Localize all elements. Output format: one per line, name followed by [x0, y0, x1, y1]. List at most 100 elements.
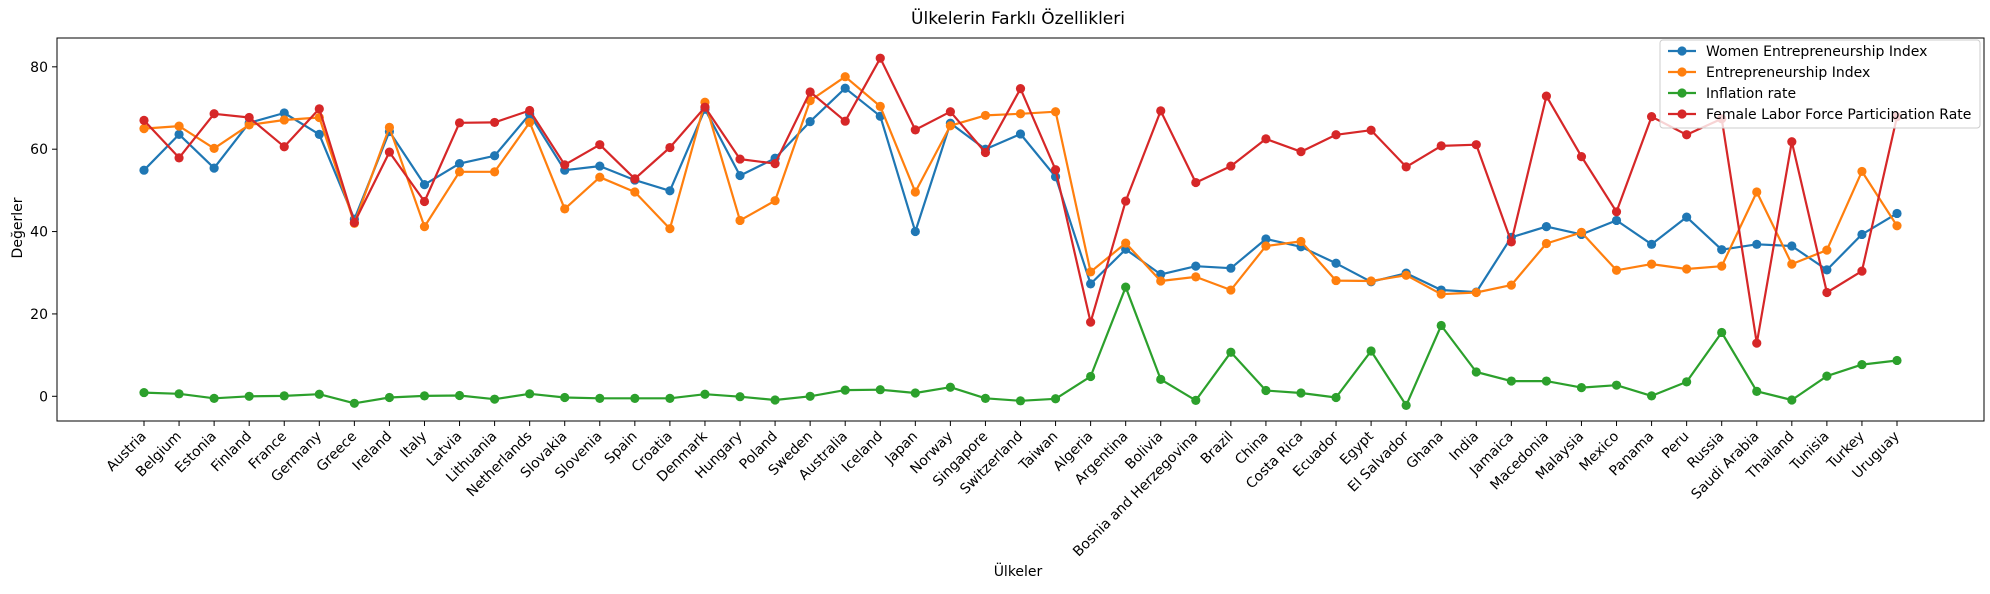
data-point: [1857, 359, 1867, 370]
data-point: [945, 121, 955, 131]
y-tick-label: 0: [39, 389, 48, 405]
data-point: [770, 196, 780, 206]
data-point: [1401, 270, 1411, 280]
data-point: [174, 121, 184, 131]
legend: Women Entrepreneurship Index Entrepreneur…: [1659, 39, 1981, 129]
data-point: [735, 154, 745, 164]
data-point: [174, 389, 184, 399]
data-point: [1752, 386, 1762, 396]
data-point: [1050, 165, 1061, 175]
data-point: [1086, 279, 1096, 289]
legend-label: Women Entrepreneurship Index: [1706, 44, 1927, 60]
data-point: [700, 389, 710, 399]
data-point: [980, 393, 991, 403]
data-point: [279, 108, 289, 118]
data-point: [1401, 400, 1411, 410]
data-point: [1576, 227, 1587, 237]
data-point: [805, 117, 815, 127]
data-point: [1541, 376, 1551, 386]
data-point: [1541, 222, 1551, 232]
data-point: [630, 393, 640, 403]
legend-entry-2: Entrepreneurship Index: [1668, 65, 1870, 81]
data-point: [1086, 371, 1096, 382]
data-point: [490, 394, 500, 404]
data-point: [279, 115, 289, 125]
data-point: [910, 388, 920, 398]
data-point: [1787, 395, 1797, 405]
data-point: [595, 161, 605, 171]
data-point: [1366, 125, 1376, 135]
data-point: [560, 160, 570, 170]
data-point: [314, 129, 324, 139]
data-point: [454, 167, 465, 177]
data-point: [1015, 396, 1026, 406]
data-point: [1506, 376, 1516, 386]
data-point: [384, 147, 395, 157]
data-point: [1366, 276, 1376, 286]
data-point: [1366, 346, 1376, 356]
data-point: [1121, 196, 1131, 206]
data-point: [244, 391, 254, 401]
data-point: [1331, 392, 1341, 403]
data-point: [1576, 383, 1587, 393]
data-point: [1191, 177, 1201, 188]
series-layer: [139, 53, 1902, 410]
data-point: [1752, 338, 1762, 348]
data-point: [980, 147, 991, 158]
data-point: [454, 159, 465, 169]
data-point: [910, 226, 920, 237]
data-point: [805, 391, 815, 401]
legend-entry-4: Female Labor Force Participation Rate: [1668, 107, 1971, 123]
data-point: [384, 122, 395, 132]
data-point: [735, 215, 745, 226]
data-point: [1682, 377, 1692, 387]
data-point: [1646, 391, 1657, 401]
data-point: [209, 393, 219, 403]
data-point: [1611, 215, 1622, 226]
y-axis: 0 20 40 60 80: [30, 60, 57, 405]
data-point: [419, 180, 430, 190]
legend-marker: [1677, 46, 1687, 56]
data-point: [490, 151, 500, 161]
legend-label: Entrepreneurship Index: [1706, 65, 1870, 81]
data-point: [1611, 380, 1622, 390]
data-point: [1401, 162, 1411, 172]
data-point: [1226, 161, 1236, 171]
data-point: [139, 124, 149, 134]
data-point: [980, 110, 991, 121]
data-point: [419, 222, 430, 232]
data-point: [1226, 347, 1236, 357]
data-point: [735, 392, 745, 402]
data-point: [209, 163, 219, 173]
data-point: [209, 143, 219, 153]
legend-label: Inflation rate: [1706, 86, 1796, 102]
data-point: [139, 165, 149, 175]
y-tick-label: 20: [30, 307, 48, 323]
data-point: [1086, 267, 1096, 277]
data-point: [1752, 187, 1762, 197]
y-tick-label: 80: [30, 60, 48, 76]
data-point: [1331, 275, 1341, 286]
data-point: [490, 117, 500, 128]
x-tick-label: Ireland: [350, 429, 396, 475]
data-point: [1682, 130, 1692, 140]
data-point: [840, 116, 850, 126]
data-point: [665, 186, 675, 196]
data-point: [1331, 258, 1341, 268]
data-point: [1331, 130, 1341, 140]
data-point: [1436, 320, 1446, 331]
data-point: [630, 187, 640, 197]
data-point: [1121, 238, 1131, 248]
x-tick-label: Brazil: [1198, 429, 1237, 468]
data-point: [1611, 207, 1622, 217]
x-tick-label: Tunisia: [1787, 429, 1833, 475]
data-point: [595, 172, 605, 182]
data-point: [630, 174, 640, 184]
data-point: [314, 104, 324, 114]
data-point: [244, 112, 254, 123]
data-point: [1296, 147, 1306, 157]
data-point: [1892, 221, 1902, 231]
data-point: [349, 398, 359, 408]
data-point: [1296, 236, 1306, 247]
data-point: [875, 385, 885, 395]
